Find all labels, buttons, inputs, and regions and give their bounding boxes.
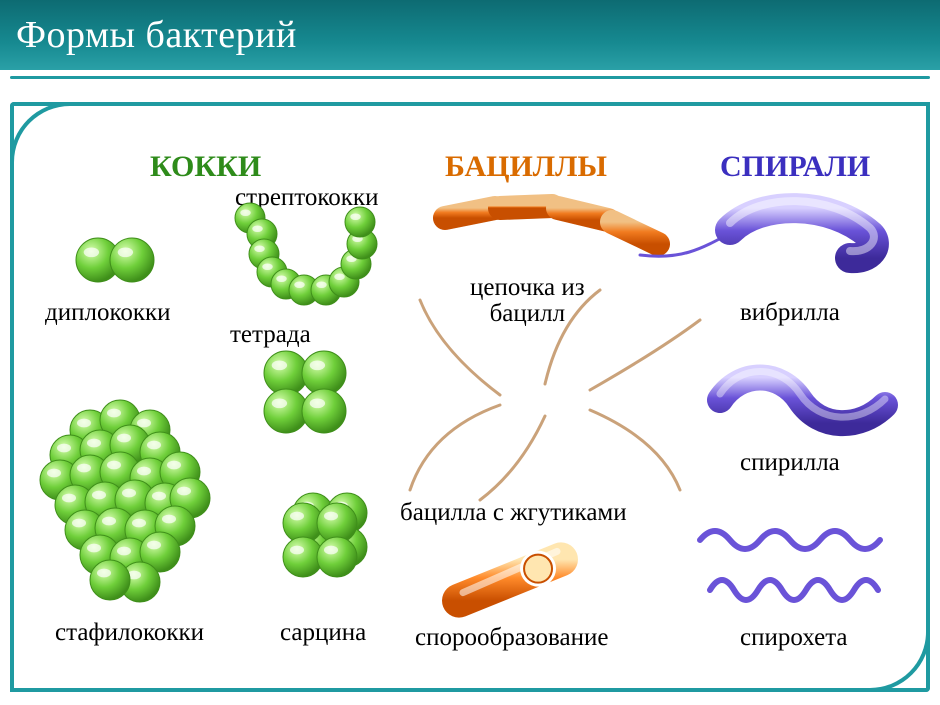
diagram-canvas: [0, 0, 940, 705]
slide: Формы бактерий КОККИ БАЦИЛЛЫ СПИРАЛИ стр…: [0, 0, 940, 705]
